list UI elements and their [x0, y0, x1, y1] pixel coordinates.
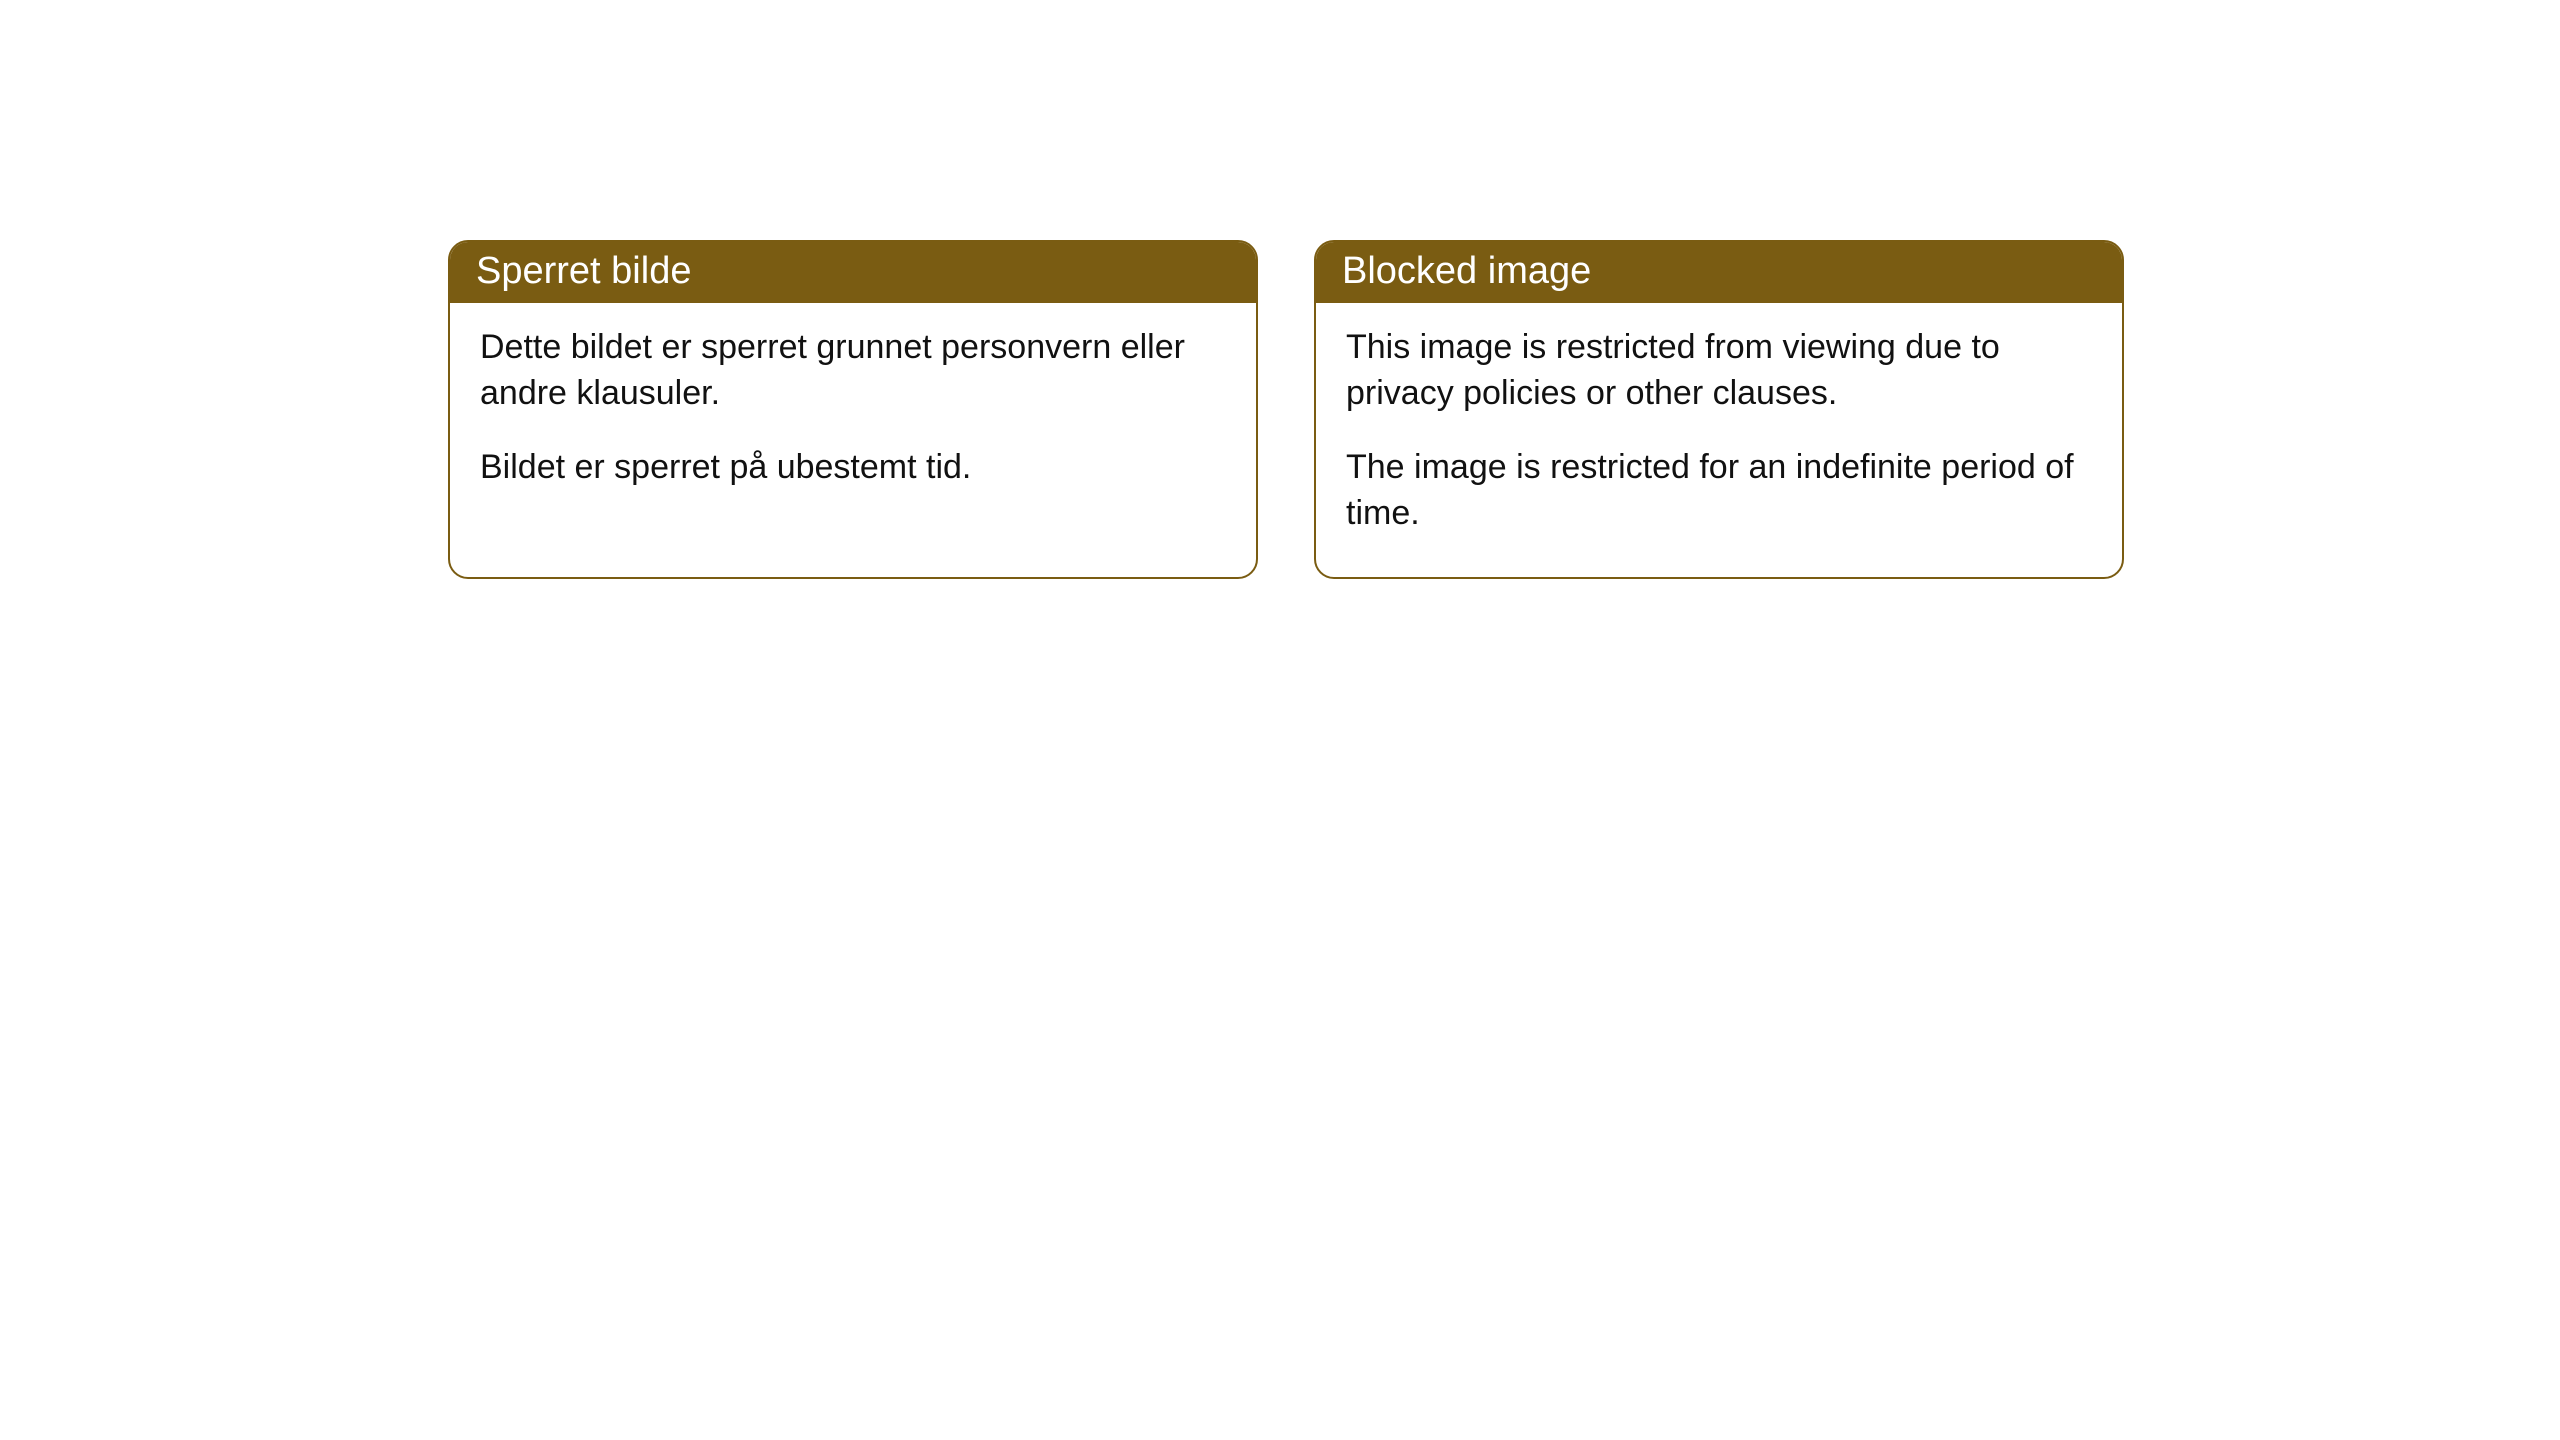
card-header-english: Blocked image: [1316, 242, 2122, 303]
card-para2-english: The image is restricted for an indefinit…: [1346, 445, 2092, 537]
card-english: Blocked image This image is restricted f…: [1314, 240, 2124, 579]
card-norwegian: Sperret bilde Dette bildet er sperret gr…: [448, 240, 1258, 579]
cards-container: Sperret bilde Dette bildet er sperret gr…: [448, 240, 2560, 579]
card-body-norwegian: Dette bildet er sperret grunnet personve…: [450, 303, 1256, 531]
card-para1-norwegian: Dette bildet er sperret grunnet personve…: [480, 325, 1226, 417]
card-header-norwegian: Sperret bilde: [450, 242, 1256, 303]
card-para1-english: This image is restricted from viewing du…: [1346, 325, 2092, 417]
card-para2-norwegian: Bildet er sperret på ubestemt tid.: [480, 445, 1226, 491]
card-body-english: This image is restricted from viewing du…: [1316, 303, 2122, 577]
